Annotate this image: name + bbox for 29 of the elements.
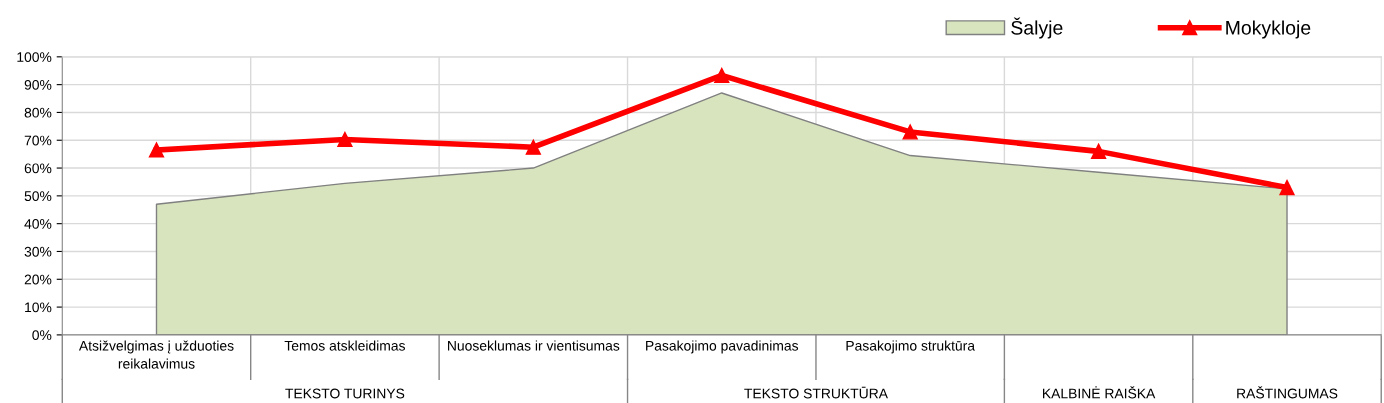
y-tick-label: 60% xyxy=(24,163,52,174)
point xyxy=(1279,179,1295,196)
y-tick-label: 40% xyxy=(24,219,52,229)
text: TEKSTO STRUKTŪRA xyxy=(744,386,888,399)
x-tick-label: Temos atskleidimas xyxy=(284,340,405,351)
legend-label: Šalyje xyxy=(1011,17,1063,39)
point xyxy=(337,131,353,148)
text: TEKSTO TURINYS xyxy=(285,388,405,399)
point xyxy=(1090,143,1107,160)
point xyxy=(525,139,541,155)
point xyxy=(148,142,165,158)
y-tick-label: 70% xyxy=(24,135,52,146)
x-tick-label: Pasakojimo struktūra xyxy=(846,340,976,354)
text: KALBINĖ RAIŠKA xyxy=(1043,386,1156,399)
y-tick-label: 100% xyxy=(17,52,52,62)
y-tick-label: 50% xyxy=(24,191,52,202)
y-tick-label: 90% xyxy=(24,79,52,90)
legend-label: Mokykloje xyxy=(1226,20,1311,39)
text: RAŠTINGUMAS xyxy=(1237,386,1338,399)
y-tick-label: 20% xyxy=(24,274,52,285)
x-tick-label: Atsižvelgimas į užduoties reikalavimus xyxy=(78,340,234,369)
y-tick-label: 10% xyxy=(25,302,52,313)
x-tick-label: Nuoseklumas ir vientisumas xyxy=(448,340,620,351)
y-tick-label: 30% xyxy=(24,246,52,257)
point xyxy=(902,124,918,140)
y-tick-label: 0% xyxy=(32,330,52,341)
y-tick-label: 80% xyxy=(24,107,52,118)
x-tick-label: Pasakojimo pavadinimas xyxy=(646,340,799,354)
point xyxy=(714,67,730,84)
